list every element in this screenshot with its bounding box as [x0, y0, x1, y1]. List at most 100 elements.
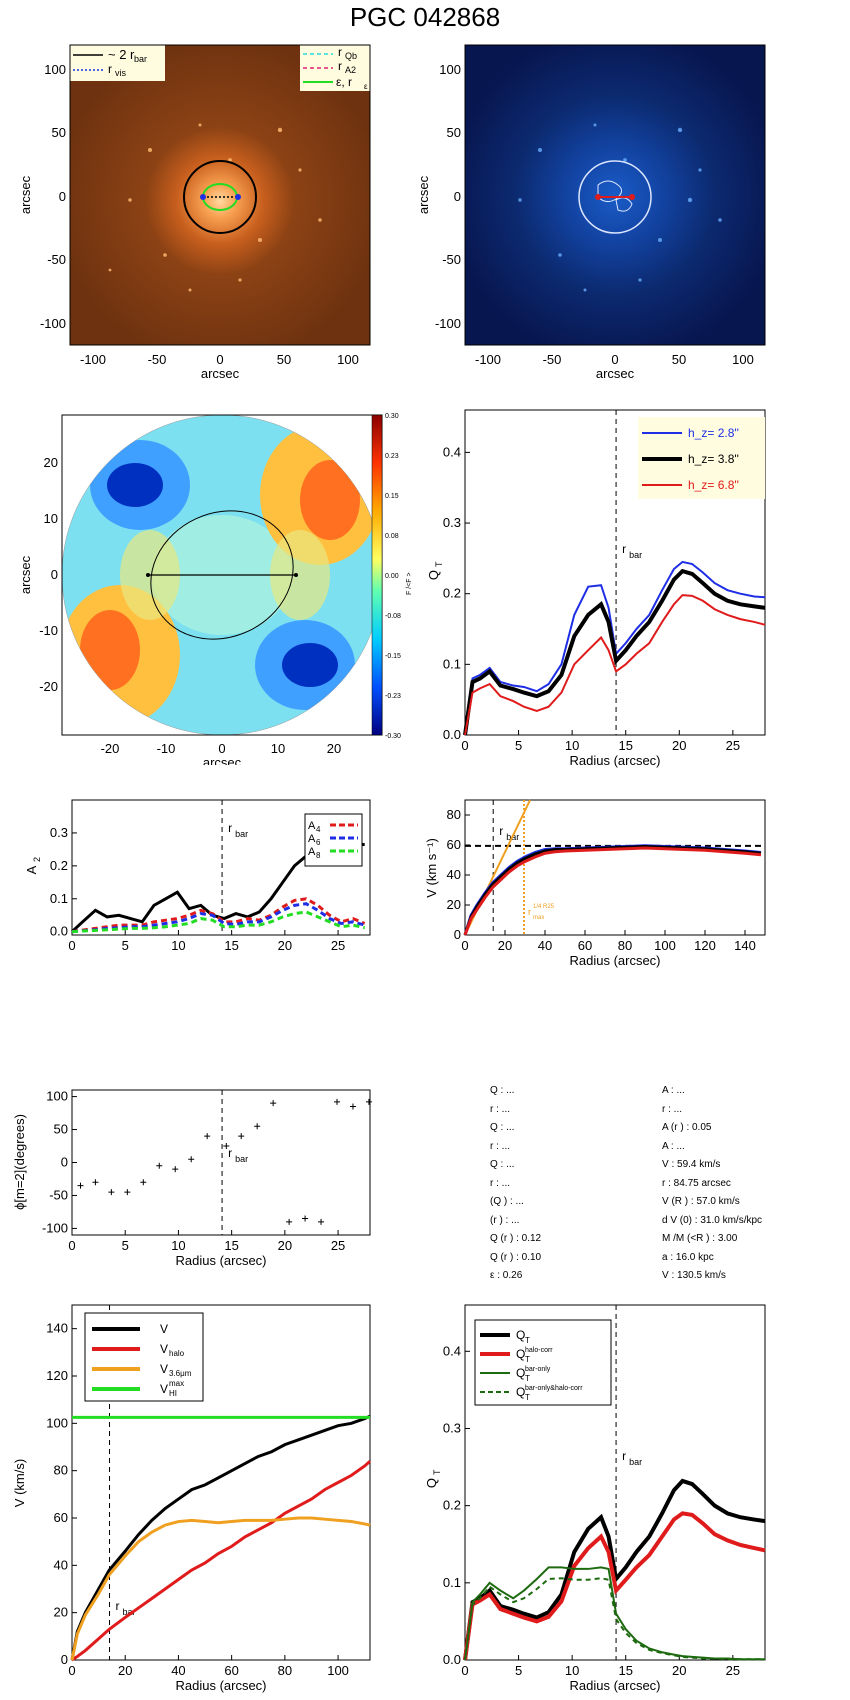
- legend-label: A: [308, 846, 316, 858]
- legend-label-sub: T: [525, 1355, 530, 1364]
- two-rbar-circle: [183, 160, 257, 234]
- x-tick-label: 120: [694, 938, 716, 953]
- x-tick-label: 0: [68, 1238, 75, 1253]
- x-axis-label: Radius (arcsec): [175, 1253, 266, 1268]
- x-tick-label: 15: [224, 1238, 238, 1253]
- info-line: A : ...: [662, 1085, 685, 1096]
- series-line: [464, 1566, 765, 1661]
- x-axis-label: Radius (arcsec): [569, 953, 660, 968]
- image-orange-xlabel: arcsec: [201, 366, 240, 381]
- info-line: r : 84.75 arcsec: [662, 1177, 731, 1189]
- data-point: [140, 1179, 147, 1186]
- x-tick-label: 10: [171, 938, 185, 953]
- ytick: 0: [59, 189, 66, 204]
- legend-label: V: [160, 1322, 168, 1336]
- colorbar-label: F /<F >: [406, 572, 413, 595]
- legend-2rbar-sub: bar: [134, 54, 147, 64]
- bar-end-left: [200, 194, 206, 200]
- legend-label-sup: halo-corr: [525, 1347, 553, 1354]
- legend-label-sub: HI: [169, 1389, 177, 1398]
- legend-label: Q: [516, 1385, 525, 1399]
- series-line: [71, 910, 366, 934]
- plot-frame: [71, 1089, 371, 1236]
- data-point: [223, 1143, 230, 1150]
- series-line: [463, 844, 762, 936]
- panel-phase: 0 5 10 15 20 25 -100 -50 0 50 100 Radius (arcsec) r b…: [0, 1080, 420, 1280]
- ytick: 100: [44, 62, 66, 77]
- info-line: Q (r ) : 0.12: [490, 1233, 542, 1244]
- data-point: [318, 1218, 325, 1225]
- series-line: [71, 1460, 371, 1662]
- force-map-xlabel: arcsec: [203, 755, 242, 765]
- y-tick-label: 80: [54, 1463, 68, 1478]
- image-orange-svg: ~ 2 r bar r vis r Qb r A2 ε, r ε -100 -5…: [18, 44, 371, 381]
- xtick: -50: [543, 352, 562, 367]
- colorbar: [371, 414, 383, 736]
- legend-ra2: r: [338, 59, 342, 73]
- info-line: a : 16.0 kpc: [662, 1251, 714, 1263]
- x-tick-label: 20: [278, 1238, 292, 1253]
- legend-label: Q: [516, 1366, 525, 1380]
- panel-vc: 0 20 40 60 80 100 120 140 0 20 40 60 80 Radius (arcse…: [420, 790, 845, 1020]
- legend-label: A: [308, 833, 316, 845]
- xtick: -20: [101, 741, 120, 756]
- series-line: [71, 897, 366, 934]
- legend-label-sub: 3.6μm: [169, 1369, 192, 1378]
- info-line: A (r ) : 0.05: [662, 1122, 712, 1133]
- series-line: [463, 846, 762, 936]
- xtick: 100: [337, 352, 359, 367]
- galaxy-speckles-orange: [108, 123, 322, 292]
- rbar-label-sub: bar: [123, 1607, 136, 1617]
- legend-label-sub: halo: [169, 1349, 185, 1358]
- colorbar-ticks: 0.30 0.23 0.15 0.08 0.00 -0.08 -0.15 -0.…: [385, 413, 401, 740]
- data-point: [77, 1182, 84, 1189]
- y-tick-label: 100: [46, 1089, 68, 1104]
- xtick: 100: [732, 352, 754, 367]
- force-map-image: [62, 415, 382, 735]
- rbar-label-sub: bar: [629, 1457, 642, 1467]
- info-block: Q : ... r : ... Q : ... r : ... Q : ... …: [490, 1082, 830, 1281]
- y-tick-label: 80: [447, 807, 461, 822]
- rbar-label: r: [228, 821, 232, 835]
- data-point: [124, 1189, 131, 1196]
- y-tick-label: 20: [54, 1605, 68, 1620]
- data-point: [334, 1098, 341, 1105]
- y-tick-label: 0.1: [443, 1575, 461, 1590]
- qt-hz-chart: 0 5 10 15 20 25 0.0 0.1 0.2 0.3 0.4 Radius (arcsec)…: [426, 409, 766, 768]
- force-map-ylabel: arcsec: [18, 555, 33, 594]
- cbar-tick: -0.23: [385, 693, 401, 700]
- info-line: V : 130.5 km/s: [662, 1270, 726, 1281]
- y-tick-label: 100: [46, 1415, 68, 1430]
- x-tick-label: 0: [68, 1663, 75, 1678]
- series-line: [464, 560, 766, 736]
- info-line: Q : ...: [490, 1085, 515, 1096]
- info-line: V : 59.4 km/s: [662, 1159, 721, 1170]
- ytick: -100: [435, 316, 461, 331]
- x-tick-label: 0: [461, 1663, 468, 1678]
- series-line: [70, 1414, 371, 1661]
- ytick: 10: [44, 511, 58, 526]
- rbar-label-sub: bar: [235, 829, 248, 839]
- data-point: [204, 1133, 211, 1140]
- y-tick-label: 0.2: [443, 1498, 461, 1513]
- info-line: (Q ) : ...: [490, 1196, 524, 1207]
- xtick: 50: [277, 352, 291, 367]
- y-tick-label: 40: [447, 867, 461, 882]
- y-axis-label-sub: T: [434, 561, 444, 567]
- legend-rqb-sub: Qb: [345, 51, 357, 61]
- y-axis-label: Q: [426, 570, 441, 580]
- legend-label-sub: 8: [316, 851, 321, 860]
- y-tick-label: 0.1: [443, 656, 461, 671]
- x-tick-label: 20: [118, 1663, 132, 1678]
- x-tick-label: 10: [171, 1238, 185, 1253]
- panel-image-orange: ~ 2 r bar r vis r Qb r A2 ε, r ε -100 -5…: [0, 40, 410, 390]
- galaxy-image-blue: [465, 45, 765, 345]
- legend-label: h_z= 6.8'': [688, 478, 739, 492]
- rmax-label-sub: max: [533, 915, 544, 921]
- xtick: 10: [271, 741, 285, 756]
- x-tick-label: 25: [726, 738, 740, 753]
- info-line: Q : ...: [490, 1159, 515, 1170]
- rmax-label: r: [528, 907, 531, 917]
- x-tick-label: 5: [122, 1238, 129, 1253]
